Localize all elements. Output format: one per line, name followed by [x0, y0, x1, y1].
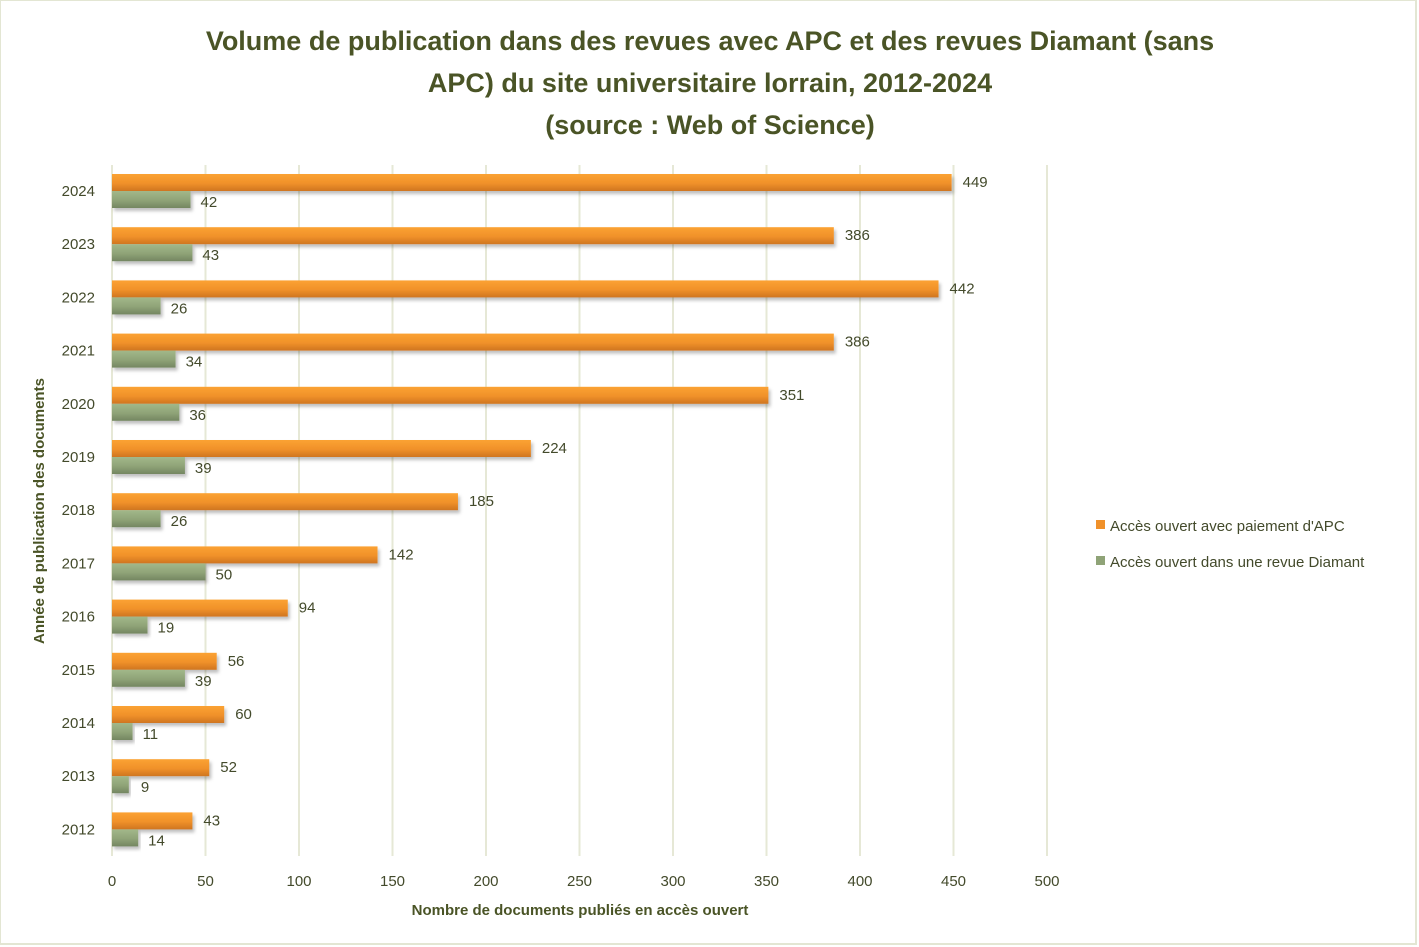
data-label-diamant-2024: 42 [201, 194, 218, 211]
bar-diamant-2021 [112, 350, 176, 368]
data-label-diamant-2017: 50 [216, 566, 233, 583]
bar-diamant-2020 [112, 403, 180, 421]
bar-diamant-2014 [112, 723, 133, 740]
data-label-apc-2012: 43 [203, 812, 220, 829]
data-label-apc-2024: 449 [963, 174, 988, 191]
y-tick-label: 2012 [62, 821, 95, 838]
bar-apc-2017 [112, 546, 378, 564]
data-label-apc-2018: 185 [469, 493, 494, 510]
data-label-apc-2020: 351 [779, 387, 804, 404]
data-label-diamant-2015: 39 [195, 673, 212, 690]
bar-apc-2021 [112, 333, 834, 351]
y-tick-label: 2024 [62, 183, 95, 200]
bar-apc-2022 [112, 280, 939, 298]
data-label-diamant-2022: 26 [171, 300, 188, 317]
y-tick-label: 2016 [62, 609, 95, 626]
x-tick-label: 250 [567, 873, 592, 890]
bar-diamant-2018 [112, 510, 161, 528]
data-label-diamant-2019: 39 [195, 460, 212, 477]
bar-diamant-2016 [112, 616, 148, 634]
legend-swatch-apc [1096, 520, 1105, 529]
y-tick-label: 2017 [62, 555, 95, 572]
bar-apc-2023 [112, 227, 834, 245]
bar-diamant-2012 [112, 829, 139, 847]
bars [112, 174, 952, 847]
data-label-diamant-2018: 26 [171, 513, 188, 530]
bar-apc-2016 [112, 599, 288, 617]
chart-title-line-3: (source : Web of Science) [545, 110, 875, 140]
data-label-diamant-2020: 36 [189, 407, 206, 424]
bar-diamant-2017 [112, 563, 206, 581]
data-label-diamant-2013: 9 [141, 779, 149, 796]
chart-title-line-1: Volume de publication dans des revues av… [205, 26, 1215, 56]
x-axis-title: Nombre de documents publiés en accès ouv… [412, 902, 749, 919]
data-label-apc-2013: 52 [220, 759, 237, 776]
data-label-apc-2017: 142 [389, 546, 414, 563]
y-tick-label: 2015 [62, 662, 95, 679]
x-tick-label: 500 [1034, 873, 1059, 890]
gridlines [111, 165, 1048, 856]
x-tick-label: 200 [473, 873, 498, 890]
data-label-diamant-2021: 34 [186, 354, 203, 371]
x-tick-label: 350 [754, 873, 779, 890]
y-tick-label: 2021 [62, 343, 95, 360]
bar-diamant-2023 [112, 244, 193, 262]
y-axis-title: Année de publication des documents [31, 378, 48, 644]
x-tick-label: 450 [941, 873, 966, 890]
data-label-diamant-2012: 14 [148, 832, 165, 849]
chart-title: Volume de publication dans des revues av… [150, 20, 1270, 146]
data-label-apc-2015: 56 [228, 653, 245, 670]
bar-diamant-2013 [112, 776, 129, 794]
legend-label-diamant: Accès ouvert dans une revue Diamant [1110, 554, 1365, 571]
data-label-apc-2022: 442 [950, 280, 975, 297]
data-label-diamant-2023: 43 [202, 247, 219, 264]
bar-apc-2024 [112, 174, 952, 191]
data-label-apc-2021: 386 [845, 334, 870, 351]
data-label-apc-2016: 94 [299, 600, 316, 617]
y-tick-label: 2018 [62, 502, 95, 519]
data-label-apc-2023: 386 [845, 227, 870, 244]
data-labels: 449 42 386 43 442 26 386 34 351 36 224 39 185 26 142 50… [141, 174, 988, 849]
x-tick-label: 100 [286, 873, 311, 890]
bar-diamant-2022 [112, 297, 161, 315]
x-axis-ticks: 0 50 100 150 200 250 300 350 400 450 500 [108, 873, 1060, 890]
y-tick-label: 2020 [62, 396, 95, 413]
y-tick-label: 2023 [62, 236, 95, 253]
x-tick-label: 0 [108, 873, 116, 890]
bar-apc-2015 [112, 652, 217, 670]
legend: Accès ouvert avec paiement d'APC Accès o… [1096, 518, 1365, 571]
y-tick-label: 2014 [62, 715, 95, 732]
bar-apc-2020 [112, 386, 769, 404]
bar-apc-2019 [112, 440, 531, 457]
data-label-apc-2014: 60 [235, 706, 252, 723]
bar-diamant-2024 [112, 191, 191, 208]
legend-swatch-diamant [1096, 556, 1105, 565]
data-label-diamant-2016: 19 [158, 620, 175, 637]
bar-apc-2018 [112, 493, 458, 511]
bar-apc-2012 [112, 812, 193, 830]
data-label-apc-2019: 224 [542, 440, 567, 457]
y-axis-ticks: 2024 2023 2022 2021 2020 2019 2018 2017 2016 2015… [62, 183, 95, 838]
bar-apc-2014 [112, 706, 225, 723]
chart-title-line-2: APC) du site universitaire lorrain, 2012… [427, 68, 993, 98]
y-tick-label: 2013 [62, 768, 95, 785]
data-label-diamant-2014: 11 [143, 726, 159, 743]
y-tick-label: 2019 [62, 449, 95, 466]
legend-label-apc: Accès ouvert avec paiement d'APC [1110, 518, 1345, 535]
x-tick-label: 400 [847, 873, 872, 890]
x-tick-label: 150 [380, 873, 405, 890]
bar-apc-2013 [112, 759, 210, 777]
bar-diamant-2019 [112, 457, 185, 474]
y-tick-label: 2022 [62, 289, 95, 306]
x-tick-label: 50 [197, 873, 214, 890]
x-tick-label: 300 [660, 873, 685, 890]
bar-diamant-2015 [112, 669, 185, 687]
